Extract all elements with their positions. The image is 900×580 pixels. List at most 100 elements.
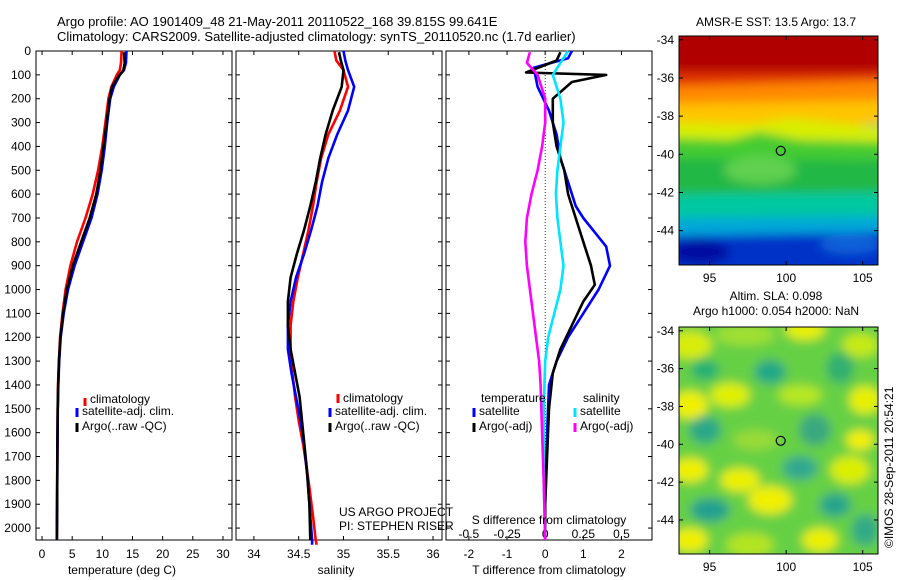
- y-tick-label: 1900: [4, 497, 31, 511]
- salinity-xlabel: salinity: [318, 563, 355, 577]
- argo-float-marker: [775, 435, 786, 446]
- y-tick-label: -34: [657, 33, 675, 47]
- project-annotation: US ARGO PROJECT: [339, 505, 454, 519]
- y-tick-label: 1100: [5, 306, 31, 320]
- sla-map-frame: [678, 326, 879, 555]
- x-tick-label: 100: [776, 560, 796, 574]
- y-tick-label: 900: [11, 259, 31, 273]
- s-difference-xlabel: S difference from climatology: [472, 513, 627, 527]
- x-tick-label: 30: [216, 547, 230, 561]
- y-tick-label: -36: [657, 362, 675, 376]
- x-tick-label: 0: [39, 547, 46, 561]
- sla-heatmap: [679, 327, 878, 554]
- y-tick-label: -38: [657, 399, 675, 413]
- x-tick-label: -1: [502, 547, 513, 561]
- y-tick-label: 1000: [4, 283, 31, 297]
- t-difference-xlabel: T difference from climatology: [472, 563, 626, 577]
- x-tick-label: 36: [426, 547, 440, 561]
- y-tick-label: -42: [657, 185, 675, 199]
- x-tick-label: -2: [464, 547, 475, 561]
- series-line: [523, 51, 547, 541]
- imos-timestamp: ©IMOS 28-Sep-2011 20:54:21: [882, 386, 896, 548]
- x-tick-label: 100: [776, 271, 796, 285]
- y-tick-label: 1600: [4, 426, 31, 440]
- x-tick-label-salinity: -0.5: [459, 527, 480, 541]
- legend-label: climatology: [90, 392, 150, 406]
- salinity-legend: climatology satellite-adj. clim. Argo(..…: [328, 391, 427, 433]
- figure-title-line2: Climatology: CARS2009. Satellite-adjuste…: [57, 29, 576, 44]
- series-line: [524, 51, 608, 540]
- plot-frame: [35, 50, 233, 541]
- sla-axes: 95 100 105 -34 -36 -38 -40 -42 -44: [657, 324, 878, 574]
- x-tick-label: 34.5: [287, 547, 311, 561]
- plot-frame: [445, 50, 653, 541]
- x-tick-label: 105: [853, 560, 873, 574]
- y-tick-label: 100: [11, 68, 31, 82]
- x-tick-label: 10: [96, 547, 110, 561]
- y-tick-label: 1700: [4, 450, 31, 464]
- temperature-profile-panel: 0100200300400500600700800900100011001200…: [4, 44, 233, 561]
- temperature-xlabel: temperature (deg C): [68, 563, 176, 577]
- legend-title-temperature: temperature: [481, 391, 546, 405]
- legend-label: Argo(-adj): [580, 419, 633, 433]
- legend-label: satellite: [580, 404, 621, 418]
- y-tick-label: 0: [24, 44, 31, 58]
- x-tick-label: 25: [186, 547, 200, 561]
- y-tick-label: -36: [657, 71, 675, 85]
- y-tick-label: 400: [11, 139, 31, 153]
- legend-label: satellite-adj. clim.: [335, 404, 427, 418]
- y-tick-label: -44: [657, 513, 675, 527]
- y-tick-label: -34: [657, 324, 675, 338]
- pi-annotation: PI: STEPHEN RISER: [339, 519, 454, 533]
- legend-label: Argo(..raw -QC): [335, 419, 420, 433]
- y-tick-label: -44: [657, 224, 675, 238]
- series-line: [286, 51, 345, 541]
- legend-label: satellite-adj. clim.: [82, 404, 174, 418]
- x-tick-label: 0: [542, 547, 549, 561]
- y-tick-label: 1200: [4, 330, 31, 344]
- y-tick-label: 300: [11, 116, 31, 130]
- y-tick-label: 700: [11, 211, 31, 225]
- x-tick-label-salinity: -0.25: [493, 527, 521, 541]
- sla-map-title-line2: Argo h1000: 0.054 h2000: NaN: [693, 304, 859, 318]
- y-tick-label: -42: [657, 475, 675, 489]
- sla-map-title-line1: Altim. SLA: 0.098: [730, 289, 823, 303]
- series-line: [55, 52, 126, 541]
- sst-map-frame: [678, 35, 879, 266]
- y-tick-label: 500: [11, 163, 31, 177]
- x-tick-label-salinity: 0.25: [572, 527, 596, 541]
- x-tick-label: 1: [580, 547, 587, 561]
- y-tick-label: 200: [11, 92, 31, 106]
- argo-float-marker: [775, 145, 786, 156]
- figure-title-line1: Argo profile: AO 1901409_48 21-May-2011 …: [57, 14, 498, 29]
- y-tick-label: 1800: [4, 473, 31, 487]
- temperature-legend: climatology satellite-adj. clim. Argo(..…: [75, 392, 174, 433]
- plot-frame: [235, 50, 443, 541]
- legend-label: satellite: [479, 404, 520, 418]
- x-tick-label: 20: [156, 547, 170, 561]
- y-tick-label: 800: [11, 235, 31, 249]
- y-tick-label: -38: [657, 109, 675, 123]
- x-tick-label: 2: [618, 547, 625, 561]
- x-tick-label: 105: [853, 271, 873, 285]
- sst-heatmap: [679, 36, 878, 265]
- sst-axes: 95 100 105 -34 -36 -38 -40 -42 -44: [657, 33, 878, 285]
- x-tick-label: 5: [69, 547, 76, 561]
- legend-title-salinity: salinity: [583, 391, 620, 405]
- salinity-profile-panel: 34 34.5 35 35.5 36: [235, 50, 443, 561]
- y-tick-label: 1300: [4, 354, 31, 368]
- y-tick-label: 1400: [4, 378, 31, 392]
- y-tick-label: -40: [657, 147, 675, 161]
- x-tick-label: 95: [703, 271, 717, 285]
- x-tick-label-salinity: 0.5: [613, 527, 630, 541]
- sst-map-title: AMSR-E SST: 13.5 Argo: 13.7: [696, 15, 856, 29]
- difference-profile-panel: -2 -1 0 1 2-0.5 -0.25 0 0.25 0.5: [445, 50, 653, 561]
- y-tick-label: 2000: [4, 521, 31, 535]
- x-tick-label: 34: [247, 547, 261, 561]
- legend-label: Argo(..raw -QC): [82, 419, 167, 433]
- difference-legend: temperature salinity satellite Argo(-adj…: [472, 391, 633, 433]
- x-tick-label: 95: [703, 560, 717, 574]
- y-tick-label: -40: [657, 437, 675, 451]
- x-tick-label: 35: [337, 547, 351, 561]
